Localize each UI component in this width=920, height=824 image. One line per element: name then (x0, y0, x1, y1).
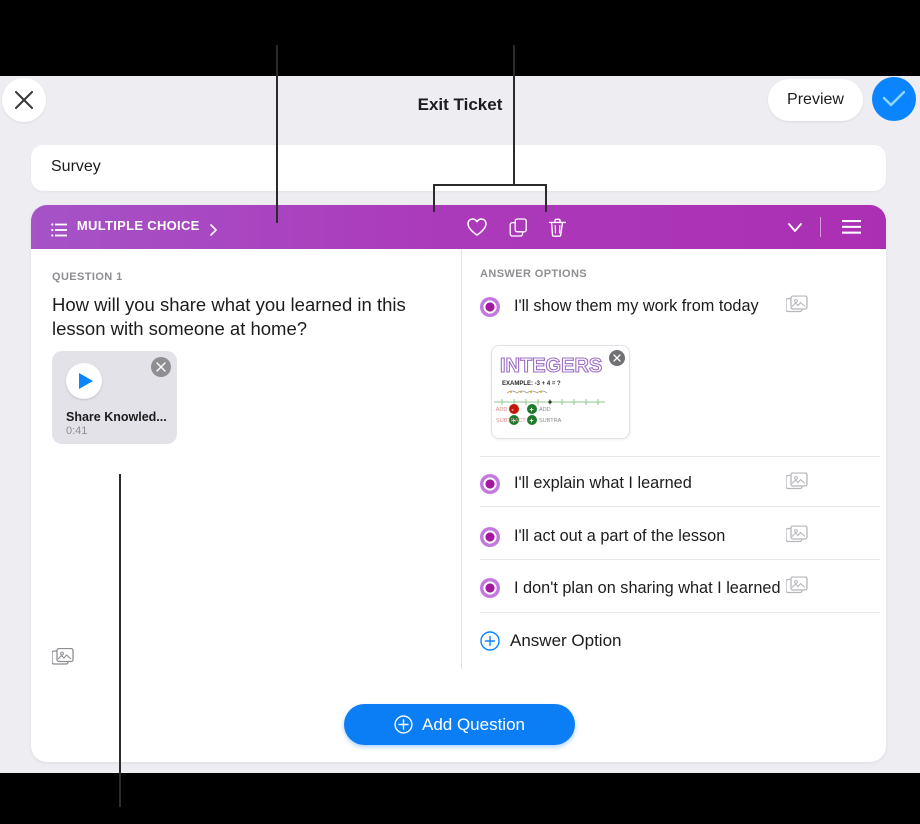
svg-text:. ADD: . ADD (493, 407, 507, 413)
svg-text:. SUBTRACT: . SUBTRACT (493, 418, 526, 424)
svg-text:ADD: ADD (539, 407, 551, 413)
svg-text:EXAMPLE: -3 + 4 = ?: EXAMPLE: -3 + 4 = ? (502, 381, 561, 387)
svg-text:INTEGERS: INTEGERS (500, 355, 602, 377)
svg-text:+: + (530, 407, 534, 414)
svg-text:SUBTRA: SUBTRA (539, 418, 562, 424)
svg-text:+: + (530, 418, 534, 425)
